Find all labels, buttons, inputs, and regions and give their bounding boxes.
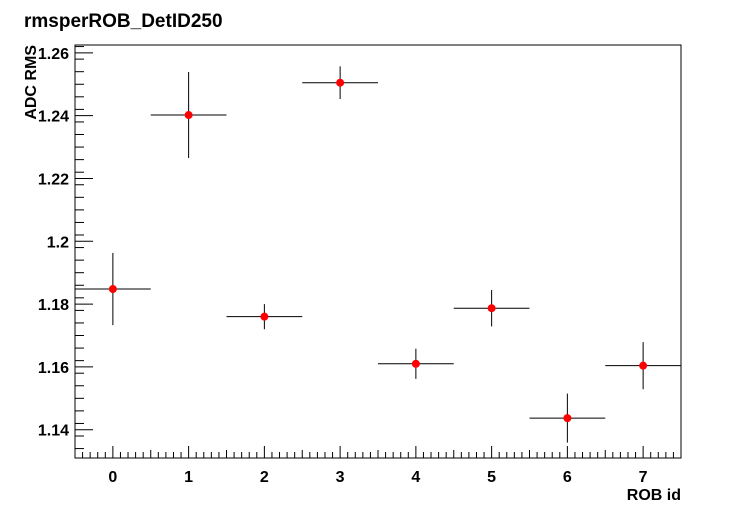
data-point <box>184 111 193 120</box>
x-tick-label: 3 <box>336 469 345 486</box>
y-tick-label: 1.22 <box>38 171 69 188</box>
data-point-group <box>302 66 378 100</box>
x-tick-label: 6 <box>563 469 572 486</box>
data-point <box>411 359 420 368</box>
data-point <box>639 361 648 370</box>
y-tick-label: 1.16 <box>38 360 69 377</box>
data-point-group <box>378 348 454 379</box>
x-axis: 0 1 2 3 4 5 6 7 <box>74 446 682 486</box>
y-tick-label: 1.18 <box>38 297 69 314</box>
y-axis-label: ADC RMS <box>23 45 40 120</box>
data-point <box>563 414 572 423</box>
data-point-group <box>529 393 606 443</box>
y-axis: 1.14 1.16 1.18 1.2 1.22 1.24 1.26 <box>38 46 93 450</box>
data-point <box>487 304 496 313</box>
plot-frame <box>74 44 682 459</box>
data-point <box>336 78 345 87</box>
data-point-group <box>226 304 303 330</box>
data-point <box>108 285 117 294</box>
x-tick-label: 5 <box>487 469 496 486</box>
data-point <box>260 312 269 321</box>
x-tick-label: 2 <box>260 469 269 486</box>
data-point-group <box>453 289 530 327</box>
data-points <box>75 66 681 443</box>
x-tick-label: 1 <box>184 469 193 486</box>
y-tick-label: 1.26 <box>38 46 69 63</box>
y-tick-label: 1.14 <box>38 423 69 440</box>
data-point-group <box>75 252 151 326</box>
x-axis-label: ROB id <box>627 487 681 504</box>
chart-title: rmsperROB_DetID250 <box>24 11 223 32</box>
y-tick-label: 1.24 <box>38 109 69 126</box>
x-tick-label: 0 <box>108 469 117 486</box>
x-tick-label: 7 <box>639 469 648 486</box>
x-tick-label: 4 <box>411 469 420 486</box>
y-tick-label: 1.2 <box>47 234 69 251</box>
data-point-group <box>605 342 681 390</box>
data-point-group <box>150 72 227 159</box>
